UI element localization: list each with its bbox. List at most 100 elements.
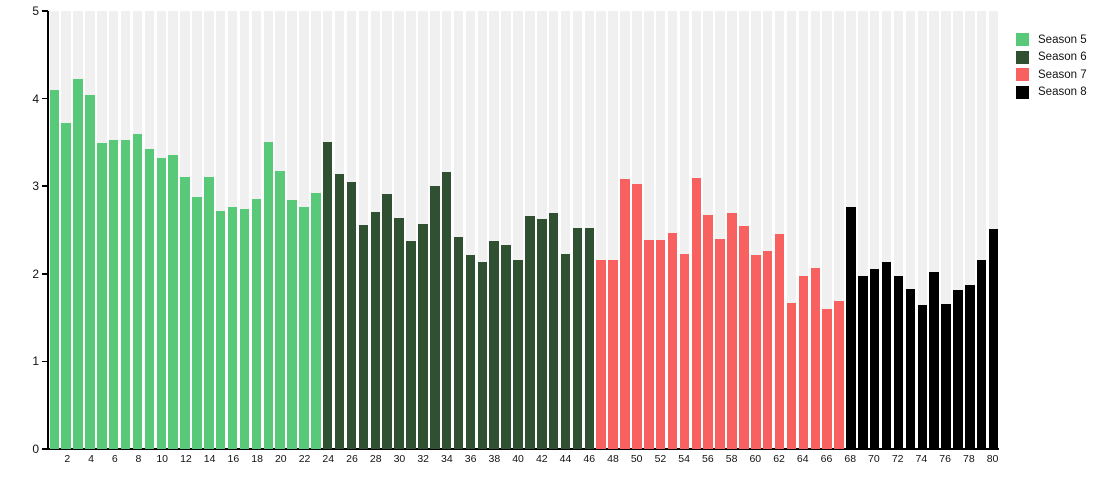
- bar-episode-77: [953, 290, 963, 449]
- bar-slot: [691, 11, 702, 449]
- bar-slot: [560, 11, 571, 449]
- bar-episode-34: [441, 172, 452, 449]
- bar-episode-63: [786, 302, 797, 449]
- bar-episode-30: [394, 217, 404, 449]
- bar-slot: [370, 11, 381, 449]
- bar-slot: [798, 11, 809, 449]
- bar-slot: [108, 11, 119, 449]
- x-tick-label-48: 48: [607, 453, 619, 465]
- bar-episode-53: [667, 232, 678, 449]
- y-tick-label-5: 5: [32, 4, 39, 18]
- bar-episode-14: [204, 177, 214, 449]
- bar-episode-71: [881, 261, 892, 449]
- bar-slot: [667, 11, 678, 449]
- bar-episode-9: [144, 149, 155, 449]
- bar-episode-64: [798, 275, 809, 449]
- bar-episode-32: [418, 223, 428, 449]
- bar-slot: [774, 11, 785, 449]
- y-tick-1: [41, 360, 48, 363]
- legend-item-season-7: Season 7: [1016, 68, 1087, 81]
- legend: Season 5 Season 6 Season 7 Season 8: [1016, 33, 1087, 103]
- x-tick-label-44: 44: [559, 453, 572, 465]
- bar-slot: [239, 11, 250, 449]
- y-tick-label-4: 4: [32, 91, 39, 106]
- bar-slot: [204, 11, 214, 449]
- bar-episode-37: [477, 261, 488, 449]
- bar-episode-65: [810, 267, 820, 449]
- x-tick-label-34: 34: [441, 453, 453, 465]
- bar-slot: [703, 11, 713, 449]
- bar-slot: [751, 11, 761, 449]
- bar-episode-15: [215, 210, 226, 449]
- bar-slot: [976, 11, 987, 449]
- bar-episode-8: [132, 133, 143, 449]
- bar-slot: [501, 11, 511, 449]
- bar-slot: [786, 11, 797, 449]
- bar-episode-56: [703, 215, 713, 449]
- bar-slot: [762, 11, 773, 449]
- x-tick-label-72: 72: [891, 453, 904, 465]
- bar-episode-58: [727, 213, 737, 449]
- bar-slot: [311, 11, 321, 449]
- x-tick-label-54: 54: [678, 453, 690, 465]
- bar-slot: [917, 11, 928, 449]
- bar-episode-25: [334, 173, 345, 449]
- x-tick-label-66: 66: [820, 453, 833, 465]
- y-tick-2: [41, 273, 48, 275]
- x-tick-label-58: 58: [725, 453, 738, 465]
- x-tick-label-12: 12: [180, 453, 192, 465]
- bar-episode-55: [691, 178, 702, 449]
- bar-episode-10: [156, 158, 167, 449]
- bar-episode-52: [655, 239, 666, 449]
- bar-slot: [394, 11, 404, 449]
- bar-slot: [299, 11, 309, 449]
- bar-episode-22: [299, 207, 309, 449]
- x-tick-label-26: 26: [346, 453, 358, 465]
- y-tick-4: [41, 97, 48, 100]
- bar-episode-28: [370, 211, 381, 449]
- bar-episode-62: [774, 234, 785, 449]
- bar-episode-61: [762, 251, 773, 449]
- bar-slot: [358, 11, 369, 449]
- x-tick-label-50: 50: [630, 453, 643, 465]
- x-axis-spine: [45, 448, 999, 451]
- legend-label: Season 8: [1038, 86, 1087, 98]
- bar-episode-16: [227, 207, 238, 449]
- bar-episode-18: [251, 199, 262, 449]
- bar-slot: [822, 11, 832, 449]
- bar-slot: [572, 11, 583, 449]
- bar-slot: [430, 11, 440, 449]
- bar-slot: [941, 11, 951, 449]
- bar-slot: [739, 11, 749, 449]
- bar-episode-60: [751, 254, 761, 449]
- bar-slot: [632, 11, 642, 449]
- bar-slot: [644, 11, 654, 449]
- bar-episode-75: [929, 272, 939, 449]
- bar-episode-17: [239, 208, 250, 449]
- y-tick-0: [41, 448, 48, 450]
- bar-slot: [334, 11, 345, 449]
- bar-episode-26: [346, 181, 357, 449]
- y-tick-3: [41, 185, 48, 187]
- legend-item-season-8: Season 8: [1016, 85, 1087, 99]
- bar-slot: [453, 11, 464, 449]
- x-tick-label-14: 14: [203, 453, 216, 465]
- bar-episode-4: [85, 95, 95, 449]
- x-tick-label-78: 78: [963, 453, 975, 465]
- bar-episode-5: [97, 143, 107, 449]
- x-tick-label-52: 52: [654, 453, 667, 465]
- bar-episode-74: [917, 305, 928, 449]
- bar-episode-24: [322, 142, 333, 449]
- bar-slot: [406, 11, 416, 449]
- bar-episode-36: [465, 255, 476, 449]
- bar-slot: [287, 11, 297, 449]
- bar-slot: [834, 11, 844, 449]
- bar-episode-59: [739, 225, 749, 449]
- bar-slot: [49, 11, 59, 449]
- y-tick-label-0: 0: [32, 442, 39, 456]
- legend-swatch-icon: [1016, 85, 1029, 99]
- legend-label: Season 7: [1038, 68, 1087, 81]
- bar-episode-76: [941, 303, 951, 449]
- x-tick-label-24: 24: [322, 453, 335, 465]
